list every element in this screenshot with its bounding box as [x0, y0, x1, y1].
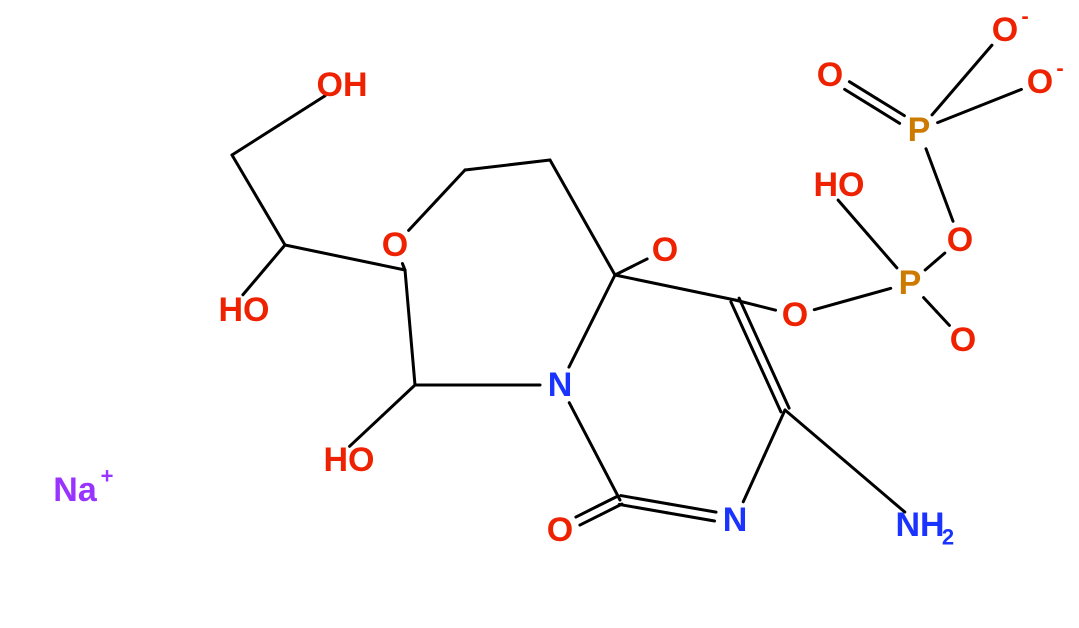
svg-text:+: + [101, 464, 114, 489]
atom-O12: O- [992, 4, 1029, 50]
molecule-diagram: Na+OHHOHOONNONH2OOPOHOOPOO-O- [0, 0, 1079, 628]
svg-text:HO: HO [324, 441, 375, 479]
svg-text:O: O [950, 321, 976, 359]
atom-O7: O [652, 231, 678, 269]
svg-text:O: O [817, 56, 843, 94]
atom-N1: N [548, 366, 573, 404]
atom-P2: P [908, 111, 931, 149]
svg-text:OH: OH [317, 66, 368, 104]
atom-O13: O- [1027, 56, 1064, 102]
svg-text:O: O [382, 226, 408, 264]
svg-text:-: - [1056, 56, 1063, 81]
svg-text:O: O [547, 511, 573, 549]
atom-O10: O [947, 221, 973, 259]
svg-text:O: O [652, 231, 678, 269]
svg-text:Na: Na [53, 471, 98, 509]
atom-N2: N [723, 501, 748, 539]
atom-OH2: HO [219, 291, 270, 329]
svg-text:O: O [947, 221, 973, 259]
atom-OH3: HO [324, 441, 375, 479]
svg-text:O: O [992, 11, 1018, 49]
atom-OH1: OH [317, 66, 368, 104]
atom-Na: Na+ [53, 464, 113, 510]
svg-text:2: 2 [942, 525, 954, 550]
svg-text:N: N [548, 366, 573, 404]
svg-text:-: - [1021, 4, 1028, 29]
atom-OH4: HO [814, 166, 865, 204]
atom-NH2: NH2 [895, 506, 954, 550]
svg-text:HO: HO [219, 291, 270, 329]
svg-text:O: O [782, 296, 808, 334]
atom-O11: O [817, 56, 843, 94]
svg-text:N: N [723, 501, 748, 539]
atom-O8: O [782, 296, 808, 334]
atom-O5: O [382, 226, 408, 264]
svg-text:P: P [908, 111, 931, 149]
svg-text:O: O [1027, 63, 1053, 101]
atom-P1: P [899, 264, 922, 302]
atom-O6: O [547, 511, 573, 549]
atom-O9: O [950, 321, 976, 359]
svg-text:NH: NH [895, 506, 944, 544]
atom-labels: Na+OHHOHOONNONH2OOPOHOOPOO-O- [53, 4, 1063, 550]
svg-text:HO: HO [814, 166, 865, 204]
svg-text:P: P [899, 264, 922, 302]
